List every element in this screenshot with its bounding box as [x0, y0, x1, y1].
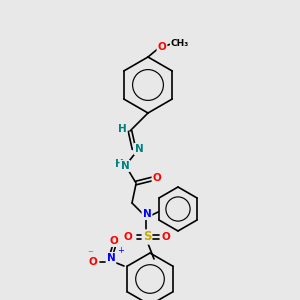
- Text: ⁻: ⁻: [87, 249, 93, 259]
- Text: O: O: [88, 257, 98, 267]
- Text: H: H: [118, 124, 126, 134]
- Text: +: +: [117, 246, 124, 255]
- Text: N: N: [142, 209, 152, 219]
- Text: O: O: [153, 173, 161, 183]
- Text: N: N: [106, 253, 116, 263]
- Text: O: O: [162, 232, 170, 242]
- Text: N: N: [135, 144, 143, 154]
- Text: O: O: [158, 42, 166, 52]
- Text: O: O: [110, 236, 118, 246]
- Text: N: N: [121, 161, 129, 171]
- Text: CH₃: CH₃: [171, 38, 189, 47]
- Text: H: H: [115, 159, 123, 169]
- Text: S: S: [143, 230, 151, 244]
- Text: O: O: [124, 232, 132, 242]
